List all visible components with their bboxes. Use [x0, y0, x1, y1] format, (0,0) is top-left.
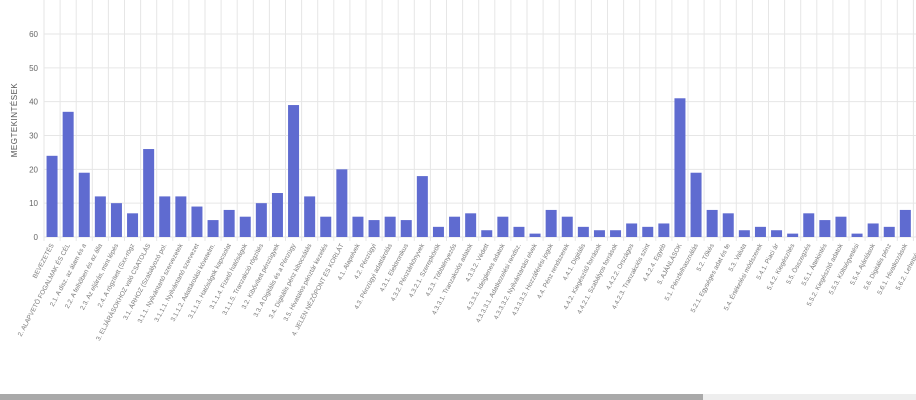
- bar[interactable]: [432, 226, 444, 237]
- bar[interactable]: [304, 196, 316, 237]
- y-axis-ticks: 0 10 20 30 40 50 60: [29, 30, 38, 242]
- bar[interactable]: [320, 216, 332, 237]
- bar[interactable]: [803, 213, 815, 237]
- y-tick-label: 20: [29, 165, 38, 174]
- bar[interactable]: [336, 169, 348, 237]
- bar[interactable]: [754, 226, 766, 237]
- bar[interactable]: [787, 233, 799, 237]
- horizontal-scrollbar-thumb[interactable]: [0, 394, 703, 400]
- y-tick-label: 10: [29, 199, 38, 208]
- bar[interactable]: [577, 226, 589, 237]
- bar[interactable]: [706, 209, 718, 237]
- bars: [46, 98, 916, 238]
- bar[interactable]: [867, 223, 879, 237]
- y-tick-label: 60: [29, 30, 38, 39]
- bar[interactable]: [642, 226, 654, 237]
- bar[interactable]: [674, 98, 686, 238]
- bar[interactable]: [143, 149, 155, 237]
- bar[interactable]: [626, 223, 638, 237]
- bar[interactable]: [690, 172, 702, 237]
- gridlines: [43, 0, 916, 241]
- bar[interactable]: [529, 233, 541, 237]
- bar[interactable]: [94, 196, 106, 237]
- bar[interactable]: [159, 196, 171, 237]
- bar[interactable]: [899, 209, 911, 237]
- bar[interactable]: [465, 213, 477, 237]
- bar[interactable]: [110, 203, 122, 237]
- bar[interactable]: [191, 206, 203, 237]
- y-axis-label: MEGTEKINTÉSEK: [10, 83, 19, 158]
- bar[interactable]: [561, 216, 573, 237]
- bar[interactable]: [722, 213, 734, 237]
- bar[interactable]: [819, 220, 831, 237]
- y-tick-label: 30: [29, 132, 38, 141]
- bar[interactable]: [255, 203, 267, 237]
- bar[interactable]: [738, 230, 750, 237]
- bar[interactable]: [593, 230, 605, 237]
- bar[interactable]: [835, 216, 847, 237]
- bar[interactable]: [384, 216, 396, 237]
- bar[interactable]: [545, 209, 557, 237]
- bar[interactable]: [223, 209, 235, 237]
- bar[interactable]: [288, 105, 300, 237]
- y-tick-label: 50: [29, 64, 38, 73]
- bar[interactable]: [207, 220, 219, 237]
- bar[interactable]: [449, 216, 461, 237]
- bar[interactable]: [416, 176, 428, 237]
- bar[interactable]: [883, 226, 895, 237]
- bar[interactable]: [352, 216, 364, 237]
- bar[interactable]: [62, 111, 74, 237]
- bar[interactable]: [400, 220, 412, 237]
- bar[interactable]: [851, 233, 863, 237]
- bar[interactable]: [481, 230, 493, 237]
- bar[interactable]: [127, 213, 139, 237]
- bar[interactable]: [658, 223, 670, 237]
- y-tick-label: 40: [29, 98, 38, 107]
- bar[interactable]: [46, 155, 58, 237]
- bar[interactable]: [497, 216, 509, 237]
- bar[interactable]: [513, 226, 525, 237]
- bar[interactable]: [610, 230, 622, 237]
- bar[interactable]: [78, 172, 90, 237]
- bar[interactable]: [771, 230, 783, 237]
- bar[interactable]: [239, 216, 251, 237]
- y-tick-label: 0: [34, 233, 39, 242]
- bar[interactable]: [271, 193, 283, 237]
- bar[interactable]: [175, 196, 187, 237]
- bar[interactable]: [368, 220, 380, 237]
